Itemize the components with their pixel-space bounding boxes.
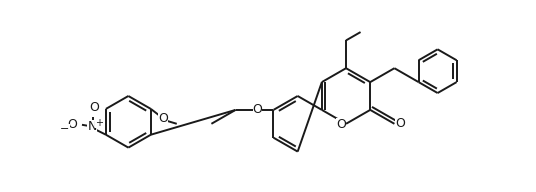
Text: O: O bbox=[67, 118, 77, 131]
Text: O: O bbox=[396, 117, 405, 130]
Text: −: − bbox=[61, 124, 70, 134]
Text: +: + bbox=[95, 118, 103, 128]
Text: O: O bbox=[158, 112, 168, 125]
Text: O: O bbox=[89, 101, 99, 114]
Text: N: N bbox=[87, 120, 96, 133]
Text: O: O bbox=[336, 118, 346, 131]
Text: O: O bbox=[252, 103, 263, 116]
